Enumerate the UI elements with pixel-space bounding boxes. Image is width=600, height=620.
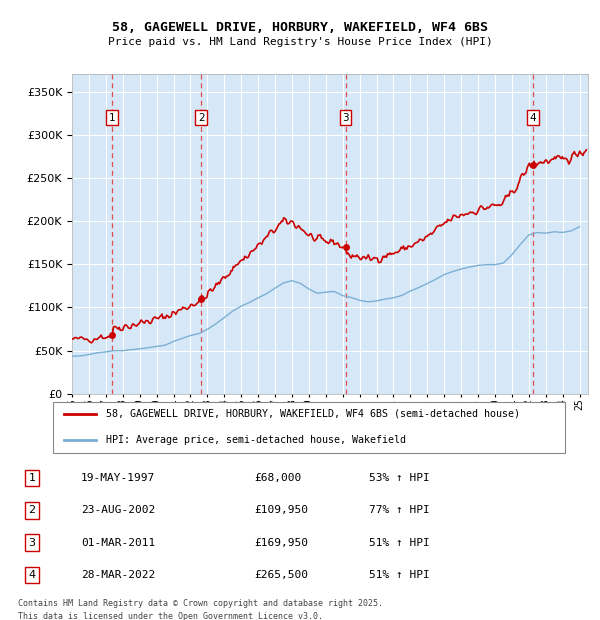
Text: £265,500: £265,500 [254, 570, 308, 580]
Text: 51% ↑ HPI: 51% ↑ HPI [369, 570, 430, 580]
Text: 3: 3 [29, 538, 35, 547]
Text: 4: 4 [29, 570, 36, 580]
Text: 3: 3 [342, 113, 349, 123]
FancyBboxPatch shape [53, 402, 565, 453]
Text: 2: 2 [198, 113, 205, 123]
Text: 19-MAY-1997: 19-MAY-1997 [81, 473, 155, 483]
Text: £68,000: £68,000 [254, 473, 301, 483]
Text: This data is licensed under the Open Government Licence v3.0.: This data is licensed under the Open Gov… [18, 613, 323, 620]
Text: 2: 2 [29, 505, 36, 515]
Text: 28-MAR-2022: 28-MAR-2022 [81, 570, 155, 580]
Text: 53% ↑ HPI: 53% ↑ HPI [369, 473, 430, 483]
Text: 51% ↑ HPI: 51% ↑ HPI [369, 538, 430, 547]
Text: 1: 1 [109, 113, 116, 123]
Text: £109,950: £109,950 [254, 505, 308, 515]
Text: 58, GAGEWELL DRIVE, HORBURY, WAKEFIELD, WF4 6BS (semi-detached house): 58, GAGEWELL DRIVE, HORBURY, WAKEFIELD, … [106, 409, 520, 419]
Text: £169,950: £169,950 [254, 538, 308, 547]
Text: 58, GAGEWELL DRIVE, HORBURY, WAKEFIELD, WF4 6BS: 58, GAGEWELL DRIVE, HORBURY, WAKEFIELD, … [112, 22, 488, 34]
Text: 77% ↑ HPI: 77% ↑ HPI [369, 505, 430, 515]
Text: 1: 1 [29, 473, 35, 483]
Text: HPI: Average price, semi-detached house, Wakefield: HPI: Average price, semi-detached house,… [106, 435, 406, 445]
Text: 4: 4 [530, 113, 536, 123]
Text: 01-MAR-2011: 01-MAR-2011 [81, 538, 155, 547]
Text: 23-AUG-2002: 23-AUG-2002 [81, 505, 155, 515]
Text: Price paid vs. HM Land Registry's House Price Index (HPI): Price paid vs. HM Land Registry's House … [107, 37, 493, 47]
Text: Contains HM Land Registry data © Crown copyright and database right 2025.: Contains HM Land Registry data © Crown c… [18, 600, 383, 608]
